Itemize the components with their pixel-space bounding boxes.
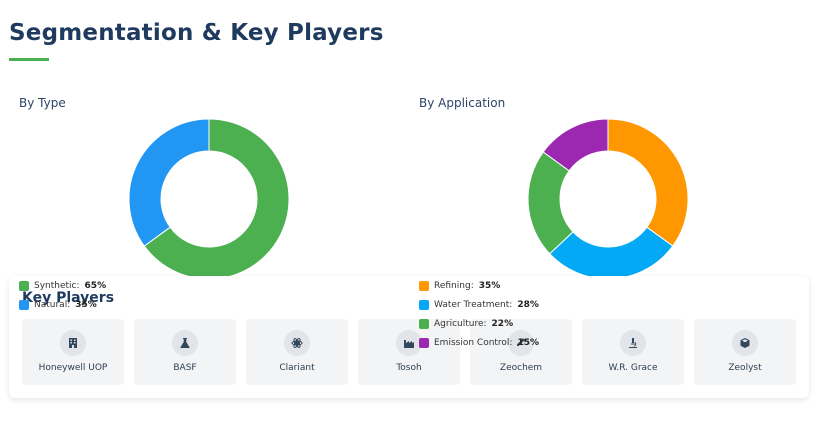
key-player-name: W.R. Grace (608, 363, 658, 373)
key-player-zeochem[interactable]: Zeochem (470, 319, 572, 385)
legend-label: Natural: (34, 299, 71, 310)
legend-item-emission-control: Emission Control: 15% (419, 333, 539, 352)
legend-swatch (19, 299, 29, 310)
legend-value: 35% (75, 299, 97, 310)
legend-swatch (419, 318, 429, 329)
key-player-wr-grace[interactable]: W.R. Grace (582, 319, 684, 385)
donut-slice-synthetic (143, 118, 290, 280)
flask-icon (172, 330, 198, 356)
legend-swatch (419, 299, 429, 310)
legend-value: 22% (491, 318, 514, 329)
key-player-name: Zeolyst (728, 363, 762, 373)
legend-by-application: Refining: 35% Water Treatment: 28% Agric… (419, 276, 539, 352)
legend-item-synthetic: Synthetic: 65% (19, 276, 106, 295)
legend-value: 15% (517, 337, 540, 348)
legend-by-type: Synthetic: 65% Natural: 35% (19, 276, 106, 314)
legend-item-water-treatment: Water Treatment: 28% (419, 295, 539, 314)
legend-item-natural: Natural: 35% (19, 295, 106, 314)
legend-label: Water Treatment: (434, 299, 513, 310)
donut-chart-by-type (128, 118, 290, 280)
key-players-title: Key Players (22, 290, 115, 306)
legend-swatch (19, 280, 29, 291)
key-player-tosoh[interactable]: Tosoh (358, 319, 460, 385)
legend-label: Synthetic: (34, 280, 80, 291)
legend-value: 28% (517, 299, 539, 310)
key-player-name: Clariant (279, 363, 315, 373)
legend-label: Agriculture: (434, 318, 487, 329)
key-player-zeolyst[interactable]: Zeolyst (694, 319, 796, 385)
factory-icon (396, 330, 422, 356)
cube-icon (732, 330, 758, 356)
key-player-honeywell-uop[interactable]: Honeywell UOP (22, 319, 124, 385)
legend-item-refining: Refining: 35% (419, 276, 539, 295)
donut-chart-by-application (527, 118, 689, 280)
eyedropper-icon (508, 330, 534, 356)
key-player-name: Honeywell UOP (38, 363, 108, 373)
legend-swatch (419, 337, 429, 348)
microscope-icon (620, 330, 646, 356)
legend-value: 35% (478, 280, 501, 291)
page-title: Segmentation & Key Players (9, 20, 384, 46)
atom-icon (284, 330, 310, 356)
key-player-name: Tosoh (396, 363, 422, 373)
legend-value: 65% (84, 280, 107, 291)
legend-label: Refining: (434, 280, 474, 291)
chart-title-by-application: By Application (419, 96, 506, 110)
title-underline (9, 58, 49, 61)
donut-slice-emission-control (542, 118, 609, 172)
chart-title-by-type: By Type (19, 96, 66, 110)
key-player-basf[interactable]: BASF (134, 319, 236, 385)
legend-swatch (419, 280, 429, 291)
building-icon (60, 330, 86, 356)
donut-slice-refining (607, 118, 689, 247)
key-player-name: BASF (173, 363, 197, 373)
key-player-clariant[interactable]: Clariant (246, 319, 348, 385)
legend-item-agriculture: Agriculture: 22% (419, 314, 539, 333)
donut-slice-natural (128, 118, 210, 247)
key-player-name: Zeochem (499, 363, 543, 373)
legend-label: Emission Control: (434, 337, 513, 348)
